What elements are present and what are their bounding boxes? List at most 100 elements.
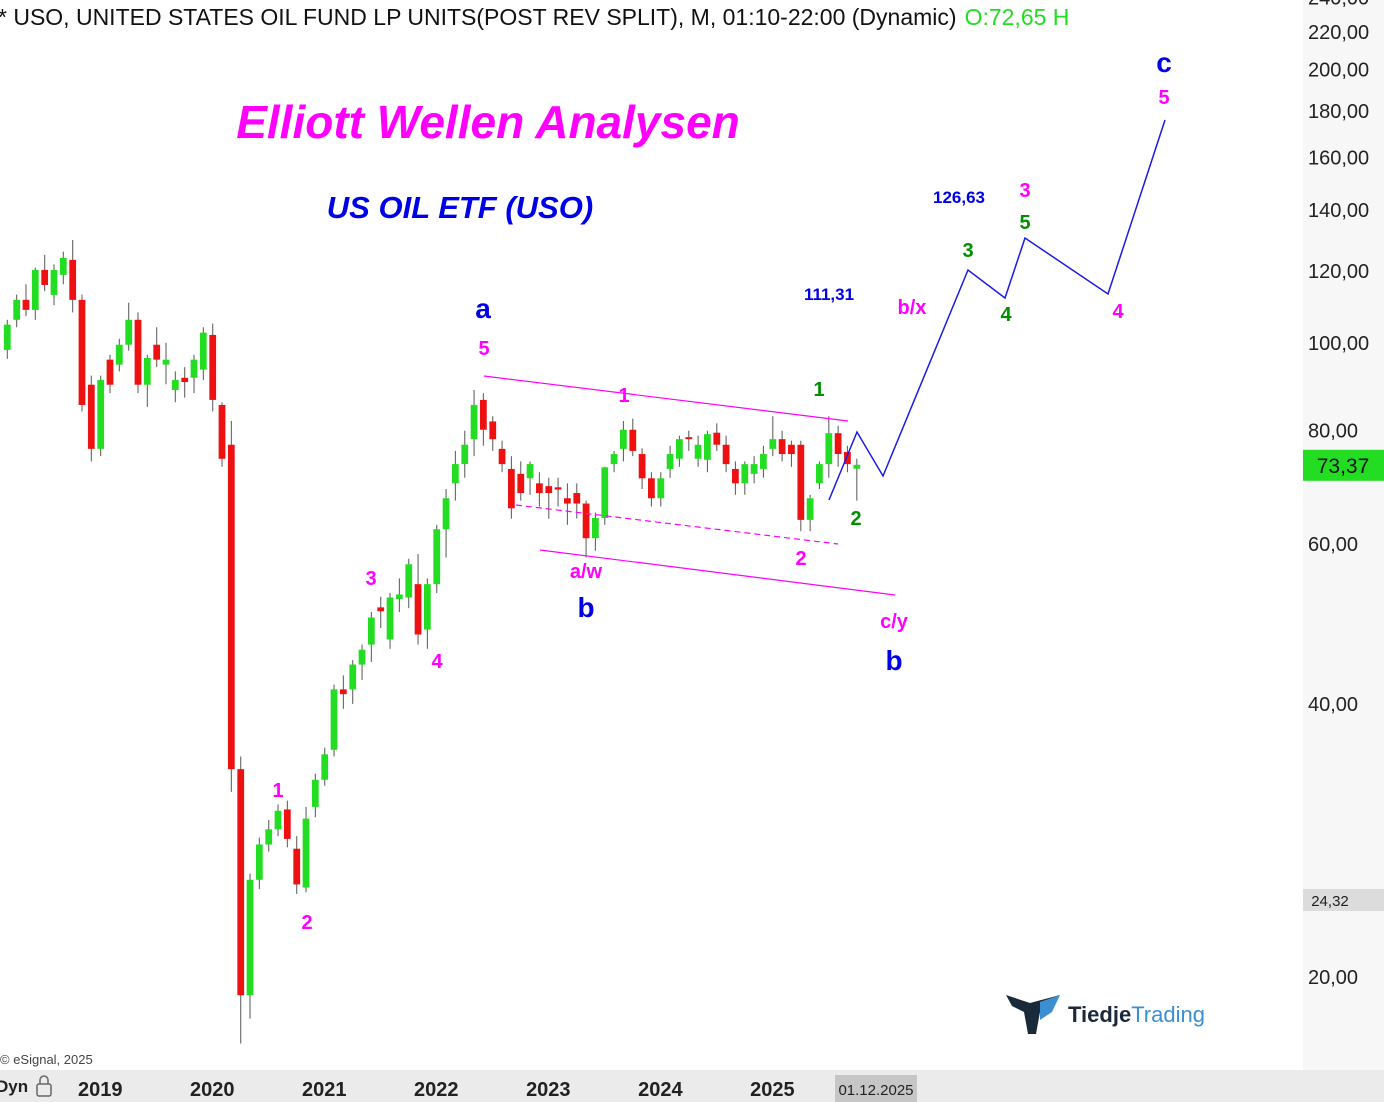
wave-label: 5 xyxy=(478,338,489,360)
wave-label: 1 xyxy=(813,379,824,401)
time-axis xyxy=(0,1070,1384,1102)
candle-body xyxy=(573,493,581,504)
candle-body xyxy=(760,454,767,469)
wave-label: b xyxy=(577,592,594,623)
candle-body xyxy=(545,486,553,494)
candle-body xyxy=(377,607,385,612)
candle-body xyxy=(246,879,254,996)
headline: Elliott Wellen Analysen xyxy=(236,96,740,148)
candle-body xyxy=(181,377,189,383)
candle-body xyxy=(816,464,823,484)
candle-body xyxy=(405,564,413,598)
candle-body xyxy=(741,464,749,484)
last-price-box xyxy=(1303,449,1384,481)
target-label: 111,31 xyxy=(804,285,854,304)
x-tick-label: 2023 xyxy=(526,1079,571,1101)
candle-body xyxy=(50,269,58,295)
date-label: 01.12.2025 xyxy=(838,1082,913,1099)
candle-body xyxy=(209,334,217,400)
candle-body xyxy=(442,498,450,530)
logo-part: Tiedje xyxy=(1068,1002,1131,1027)
candle-body xyxy=(293,848,301,885)
wave-label: 3 xyxy=(365,568,376,590)
candle-body xyxy=(115,344,123,365)
y-tick-label: 200,00 xyxy=(1308,60,1369,82)
date-box xyxy=(835,1075,917,1102)
candle-body xyxy=(554,487,562,490)
candle-body xyxy=(97,379,105,449)
y-tick-label: 40,00 xyxy=(1308,694,1358,716)
candle-body xyxy=(704,434,711,460)
candle-body xyxy=(41,269,49,285)
candle-body xyxy=(87,384,95,449)
candle-body xyxy=(433,529,441,585)
candle-body xyxy=(713,432,721,445)
wave-labels: a 5 1 1 2 2 a/w b c/y b 3 4 1 2 111,31 b… xyxy=(272,47,1171,934)
copyright: © eSignal, 2025 xyxy=(0,1052,93,1067)
candle-body xyxy=(666,454,674,469)
candle-body xyxy=(349,664,357,690)
logo: TiedjeTrading xyxy=(1006,995,1205,1034)
candle-body xyxy=(13,299,21,320)
candle-body xyxy=(685,437,693,440)
candle-body xyxy=(479,399,487,430)
candle-body xyxy=(311,779,319,807)
x-tick-label: 2024 xyxy=(638,1079,683,1101)
candle-body xyxy=(321,754,329,780)
candles xyxy=(3,239,861,1044)
candle-body xyxy=(507,468,515,509)
wave-label: 5 xyxy=(1158,87,1169,109)
channel-line xyxy=(539,549,896,596)
candle-body xyxy=(797,444,805,520)
candle-body xyxy=(162,359,170,365)
candle-body xyxy=(237,769,245,996)
wave-label: c/y xyxy=(880,611,909,633)
candle-body xyxy=(769,439,777,449)
x-tick-label: 2021 xyxy=(302,1079,347,1101)
candle-body xyxy=(22,299,30,310)
candle-body xyxy=(31,269,39,310)
candle-body xyxy=(834,433,842,455)
candle-body xyxy=(732,468,739,484)
candle-body xyxy=(218,404,226,459)
wave-label: c xyxy=(1156,47,1172,78)
candle-body xyxy=(423,584,431,630)
logo-icon xyxy=(1040,995,1060,1020)
candle-body xyxy=(171,379,179,391)
x-tick-label: 2019 xyxy=(78,1079,123,1101)
y-tick-label: 100,00 xyxy=(1308,333,1369,355)
candle-body xyxy=(591,518,599,539)
ohlc-text: O:72,65 H xyxy=(965,4,1070,30)
wave-label: b xyxy=(885,645,902,676)
candle-body xyxy=(227,444,235,770)
wave-label: 4 xyxy=(1112,301,1124,323)
candle-body xyxy=(470,404,478,440)
candle-body xyxy=(134,319,142,385)
candle-body xyxy=(676,439,683,459)
mode-label: Dyn xyxy=(0,1077,28,1096)
candle-body xyxy=(302,818,310,888)
candle-body xyxy=(489,421,497,440)
wave-label: 2 xyxy=(301,912,312,934)
y-tick-label: 140,00 xyxy=(1308,200,1369,222)
candle-body xyxy=(358,649,366,665)
candle-body xyxy=(825,433,833,465)
wave-label: 3 xyxy=(1019,180,1030,202)
logo-part: Trading xyxy=(1131,1002,1205,1027)
channels xyxy=(483,375,896,596)
candle-body xyxy=(395,594,403,599)
candle-body xyxy=(59,257,67,275)
x-tick-label: 2020 xyxy=(190,1079,235,1101)
y-tick-label: 220,00 xyxy=(1308,22,1369,44)
wave-label: 1 xyxy=(618,385,629,407)
y-tick-label: 80,00 xyxy=(1308,421,1358,443)
candle-body xyxy=(601,467,609,519)
candle-body xyxy=(3,324,11,350)
y-tick-label: 160,00 xyxy=(1308,148,1369,170)
channel-line xyxy=(483,375,849,422)
y-tick-label: 120,00 xyxy=(1308,261,1369,283)
wave-label: 5 xyxy=(1019,212,1030,234)
candle-body xyxy=(517,473,525,494)
